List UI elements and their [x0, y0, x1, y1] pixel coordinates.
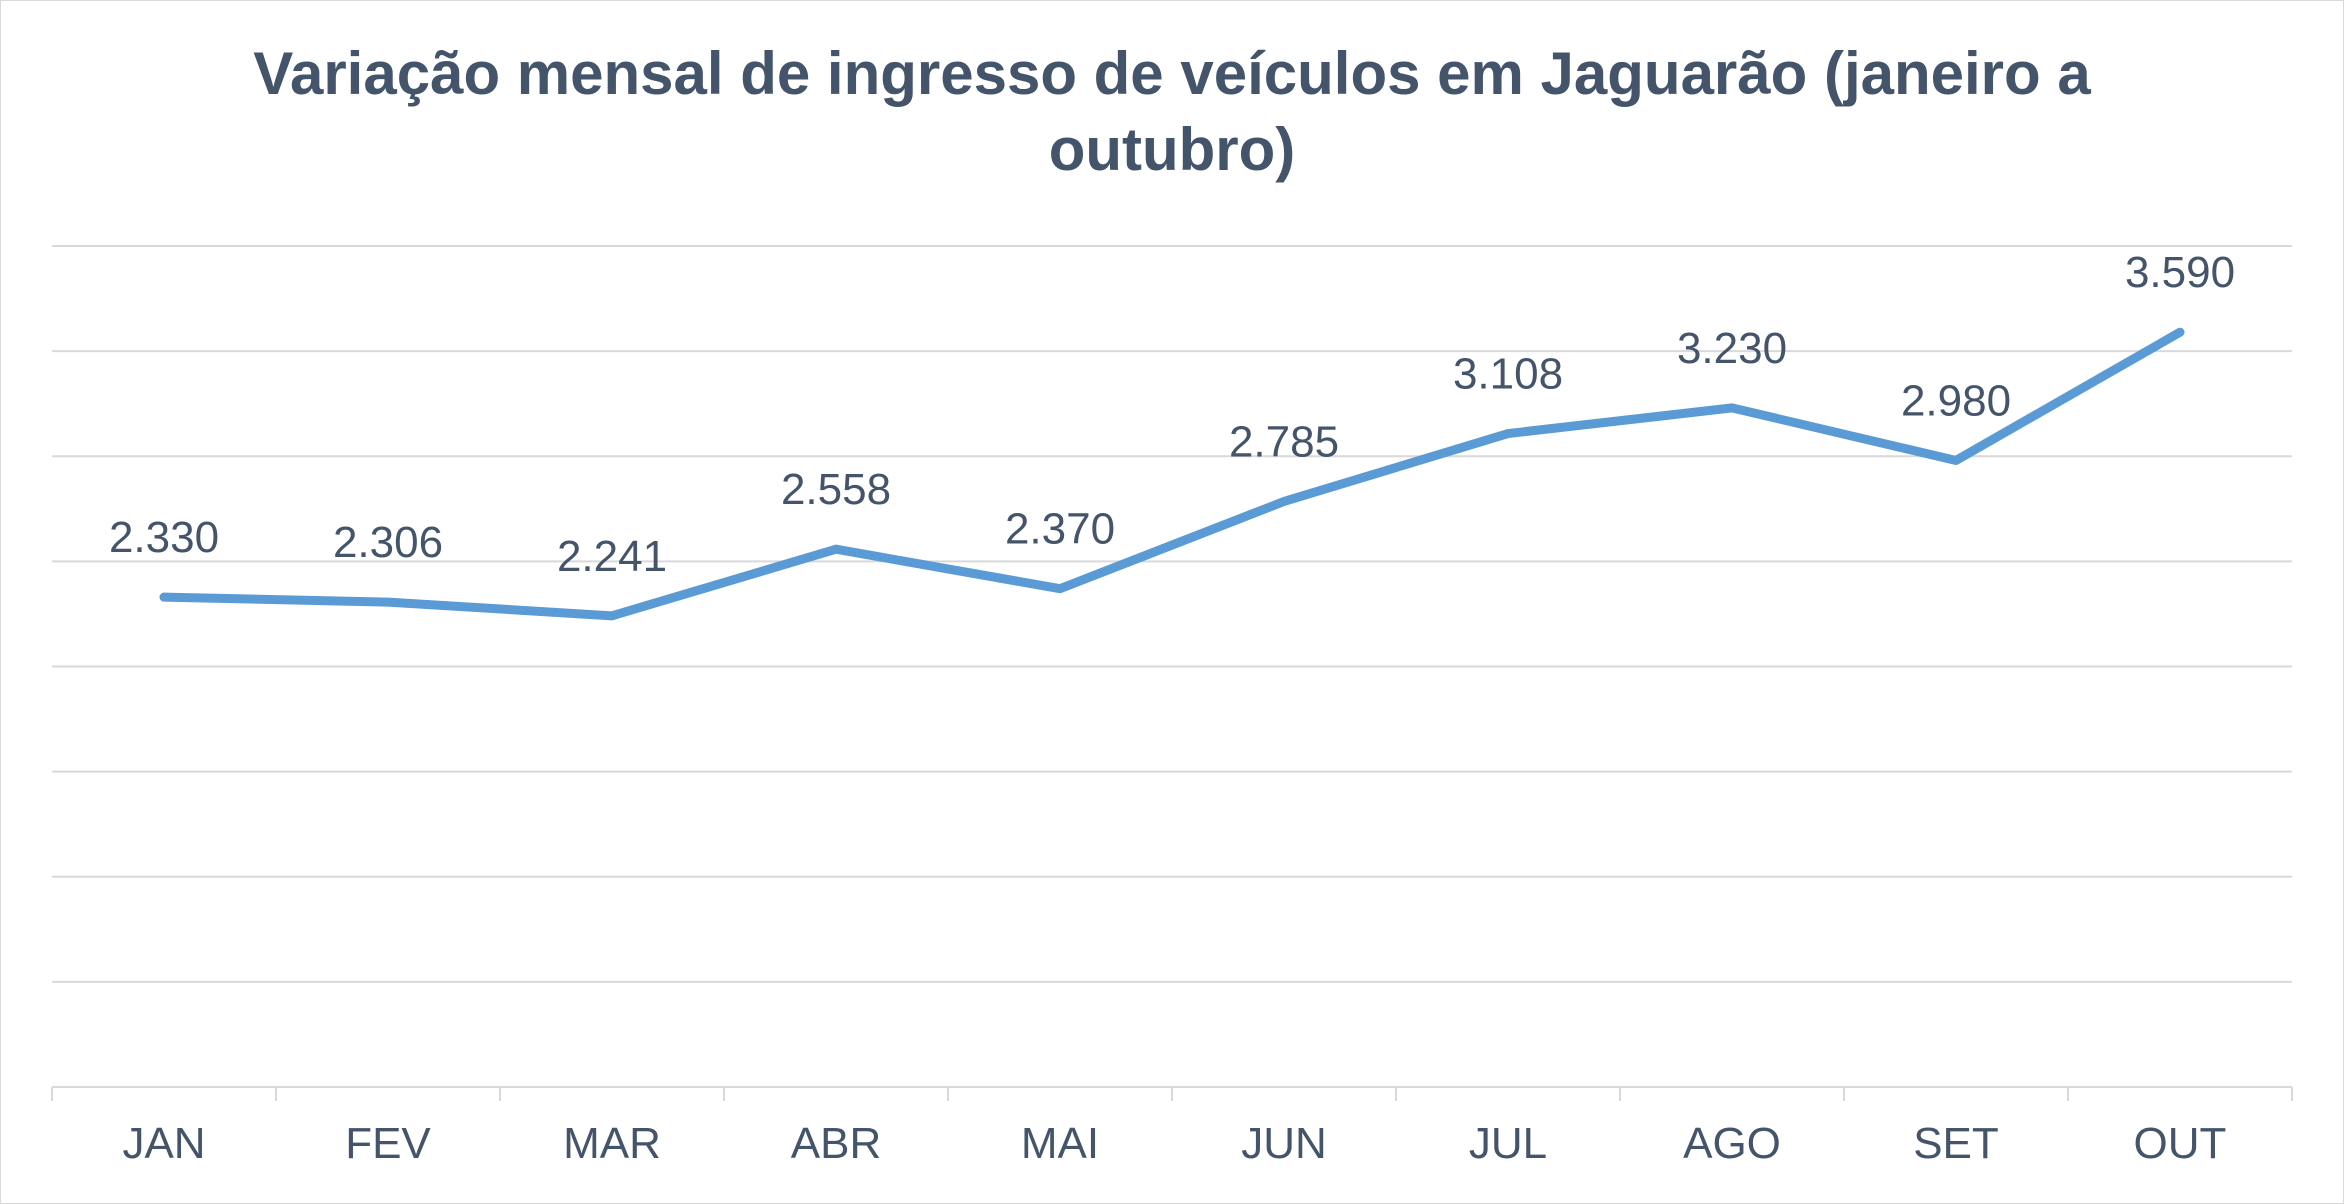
data-label-jan: 2.330	[109, 513, 219, 562]
data-label-jun: 2.785	[1229, 417, 1339, 466]
data-label-abr: 2.558	[781, 465, 891, 514]
data-label-ago: 3.230	[1677, 324, 1787, 373]
x-tick-label-jul: JUL	[1469, 1119, 1547, 1168]
chart-title: Variação mensal de ingresso de veículos …	[0, 36, 2344, 188]
data-label-fev: 2.306	[333, 518, 443, 567]
data-label-out: 3.590	[2125, 248, 2235, 297]
x-tick-label-jun: JUN	[1241, 1119, 1327, 1168]
x-tick-label-set: SET	[1913, 1119, 1999, 1168]
data-label-jul: 3.108	[1453, 350, 1563, 399]
chart-title-line-1: Variação mensal de ingresso de veículos …	[253, 40, 2091, 107]
x-tick-label-ago: AGO	[1683, 1119, 1781, 1168]
series-line-0	[159, 327, 2185, 621]
data-label-mar: 2.241	[557, 532, 667, 581]
x-tick-label-jan: JAN	[122, 1119, 205, 1168]
x-tick-label-abr: ABR	[791, 1119, 881, 1168]
x-tick-label-mai: MAI	[1021, 1119, 1099, 1168]
x-tick-label-mar: MAR	[563, 1119, 661, 1168]
data-label-set: 2.980	[1901, 376, 2011, 425]
x-tick-label-fev: FEV	[345, 1119, 431, 1168]
data-label-mai: 2.370	[1005, 505, 1115, 554]
chart-title-line-2: outubro)	[1048, 116, 1296, 183]
x-tick-label-out: OUT	[2134, 1119, 2227, 1168]
